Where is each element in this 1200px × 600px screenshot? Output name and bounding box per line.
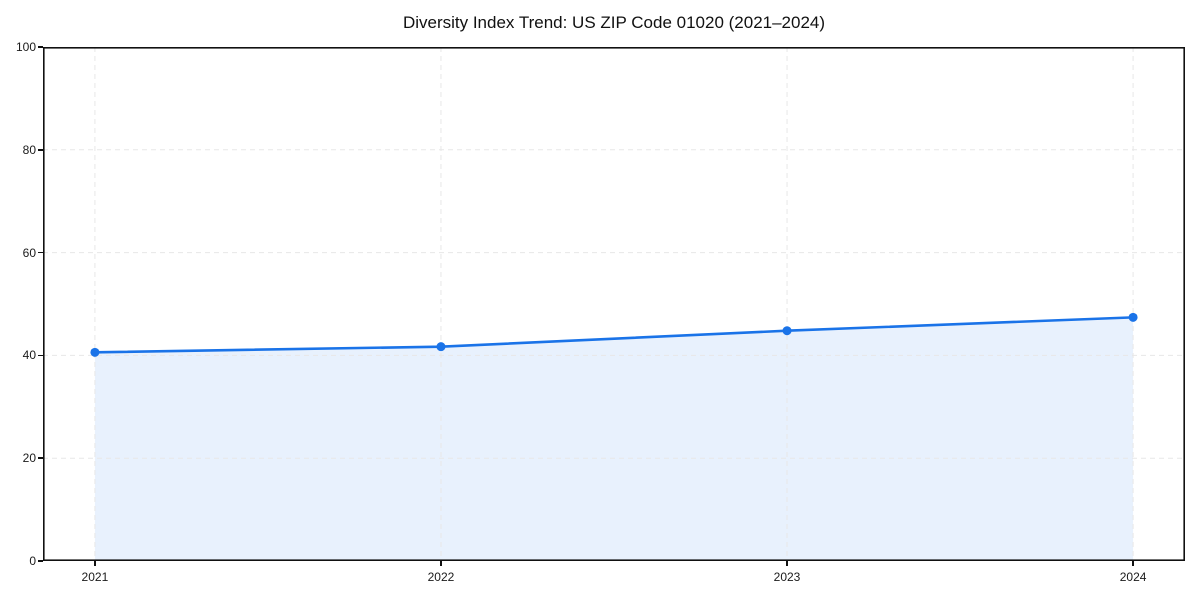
y-tick-label: 100 <box>15 40 36 54</box>
plot-border <box>43 47 1186 562</box>
x-tick-label: 2023 <box>773 570 801 584</box>
data-point-marker <box>1128 312 1138 322</box>
x-tick-label: 2021 <box>81 570 109 584</box>
x-tick-mark <box>94 561 96 566</box>
y-tick-label: 0 <box>29 554 36 568</box>
x-tick-label: 2022 <box>427 570 455 584</box>
chart-title: Diversity Index Trend: US ZIP Code 01020… <box>402 13 826 32</box>
y-tick-label: 20 <box>22 451 36 466</box>
x-tick-mark <box>1132 561 1134 566</box>
chart-svg <box>43 47 1186 562</box>
data-point-marker <box>782 326 792 336</box>
data-point-marker <box>436 342 446 352</box>
area-fill <box>94 317 1134 561</box>
y-tick-label: 60 <box>22 245 36 260</box>
trend-line <box>93 316 1135 354</box>
data-point-marker <box>90 347 100 357</box>
x-tick-mark <box>786 561 788 566</box>
x-tick-label: 2024 <box>1119 570 1147 584</box>
x-tick-mark <box>440 561 442 566</box>
y-tick-label: 80 <box>22 142 36 157</box>
y-tick-label: 40 <box>22 348 36 363</box>
